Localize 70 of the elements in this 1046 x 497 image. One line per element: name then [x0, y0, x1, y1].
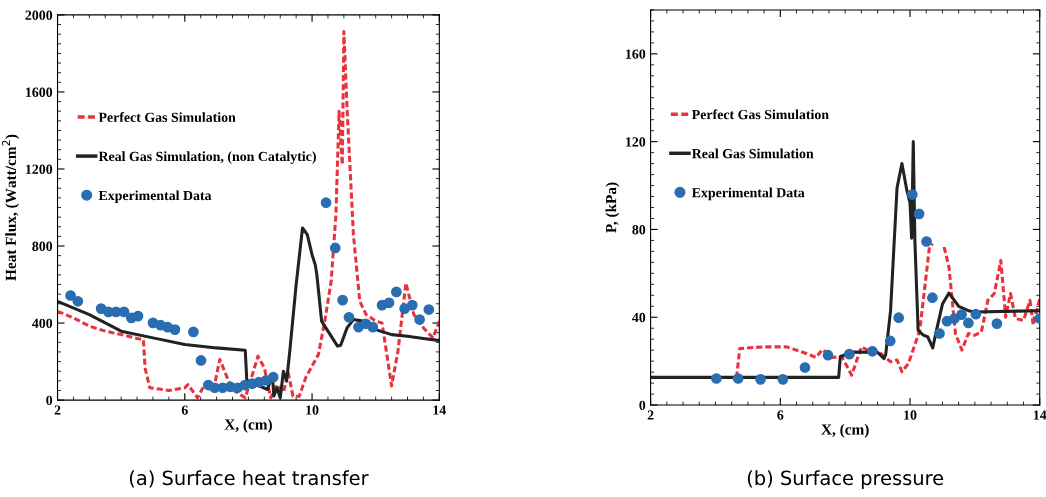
- x-tick-label: 2: [54, 405, 61, 415]
- y-tick-label: 2000: [25, 10, 53, 20]
- legend-label: Real Gas Simulation: [691, 148, 814, 159]
- point: [884, 335, 896, 347]
- point: [732, 373, 744, 384]
- point: [343, 311, 355, 323]
- y-axis-title: Heat Flux, (Watt/cm$^{2}$): [2, 134, 20, 281]
- point: [383, 297, 395, 309]
- x-tick-label: 2: [647, 410, 654, 420]
- point: [320, 197, 332, 209]
- point: [970, 308, 982, 320]
- point: [927, 292, 938, 304]
- y-tick-label: 0: [46, 395, 53, 406]
- x-tick-label: 14: [1033, 410, 1046, 420]
- x-axis-title: X, (cm): [821, 423, 869, 438]
- point: [72, 295, 84, 307]
- x-tick-label: 14: [433, 405, 447, 415]
- y-tick-label: 1200: [26, 164, 53, 174]
- point: [844, 348, 855, 360]
- point: [921, 236, 932, 247]
- point: [391, 286, 402, 298]
- point: [893, 312, 905, 324]
- point: [399, 303, 410, 314]
- x-tick-label: 6: [181, 405, 188, 415]
- x-tick-label: 10: [904, 410, 917, 420]
- legend-label: Experimental Data: [691, 187, 805, 201]
- y-tick-label: 800: [32, 241, 53, 251]
- point: [949, 313, 960, 324]
- point: [755, 374, 766, 385]
- legend-label: Real Gas Simulation, (non Catalytic): [98, 151, 316, 164]
- text: (a) Surface heat transfer: [129, 470, 369, 488]
- x-axis-title: X, (cm): [224, 418, 272, 433]
- point: [906, 189, 918, 200]
- point: [195, 355, 207, 366]
- y-tick-label: 80: [632, 225, 646, 235]
- y-tick-label: 0: [639, 400, 646, 411]
- legend-label: Perfect Gas Simulation: [98, 112, 236, 123]
- point: [867, 345, 878, 357]
- point: [65, 290, 76, 301]
- point: [934, 328, 945, 339]
- point: [822, 349, 834, 361]
- point: [169, 324, 181, 335]
- point: [913, 208, 925, 220]
- y-tick-label: 160: [626, 49, 646, 59]
- point: [711, 373, 722, 384]
- y-tick-label: 120: [626, 137, 646, 147]
- y-tick-label: 1600: [26, 87, 53, 97]
- point: [963, 317, 974, 329]
- point: [799, 362, 811, 373]
- point: [414, 314, 425, 325]
- point: [777, 374, 789, 385]
- point: [991, 318, 1003, 329]
- point: [956, 309, 967, 320]
- legend-label: Experimental Data: [98, 190, 212, 204]
- point: [188, 326, 199, 338]
- point: [423, 304, 435, 315]
- x-tick-label: 10: [306, 405, 319, 415]
- y-axis-title: P, (kPa): [605, 182, 620, 233]
- y-tick-label: 400: [32, 318, 53, 329]
- point: [367, 321, 379, 333]
- line-series: [650, 140, 1040, 379]
- y-tick-label: 40: [632, 312, 646, 323]
- point: [267, 371, 279, 383]
- point: [329, 242, 341, 254]
- point: [406, 299, 418, 311]
- point: [132, 310, 144, 322]
- x-tick-label: 6: [777, 410, 784, 420]
- point: [337, 294, 348, 306]
- text: (b) Surface pressure: [747, 470, 944, 490]
- legend-label: Perfect Gas Simulation: [691, 109, 829, 120]
